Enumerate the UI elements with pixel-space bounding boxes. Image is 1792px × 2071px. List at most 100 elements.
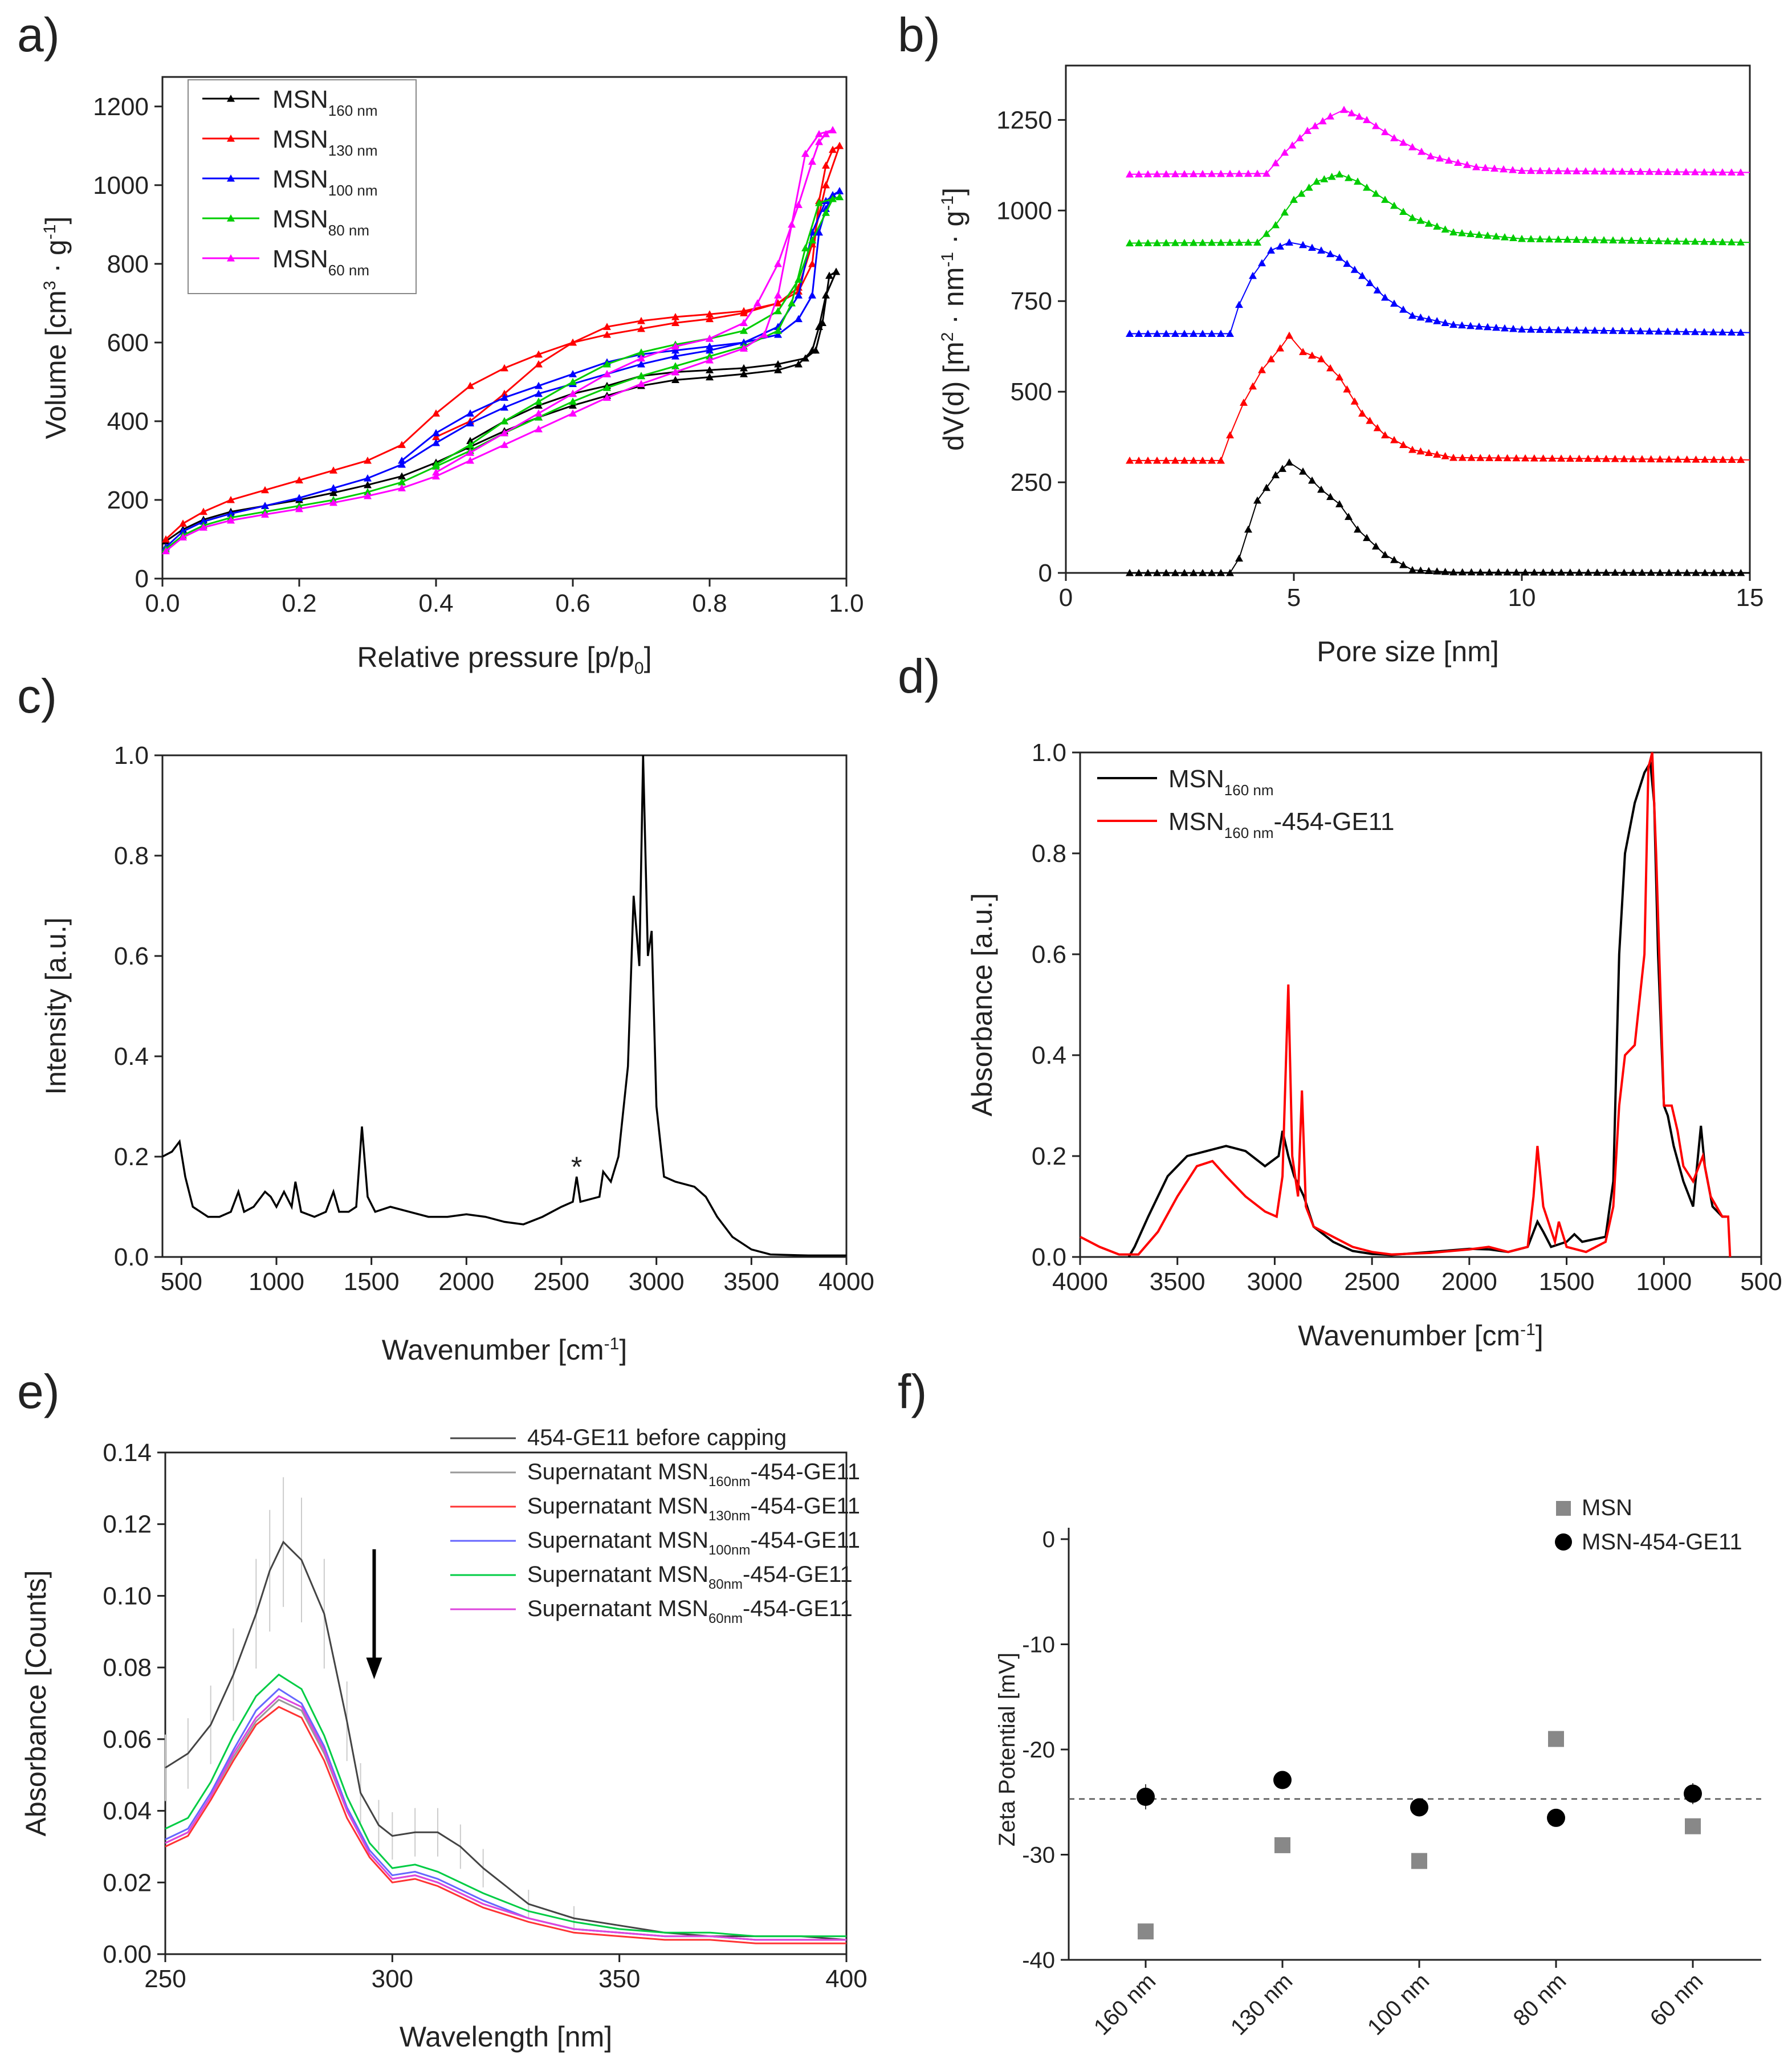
panel-b-y-axis-title-part: · g (938, 211, 970, 252)
panel-e-x-tick-label: 250 (144, 1965, 186, 1993)
data-point (1530, 454, 1538, 462)
data-point (1226, 329, 1234, 337)
msn-454-ge11-marker (1410, 1798, 1428, 1817)
data-point (795, 291, 803, 299)
data-point (1557, 568, 1566, 576)
legend-marker (227, 254, 235, 262)
panel-c-x-axis-title: Wavenumber [cm-1] (382, 1334, 628, 1366)
data-point (1646, 168, 1653, 175)
panel-d-x-tick-label: 3500 (1150, 1268, 1205, 1296)
msn-marker (1411, 1853, 1427, 1869)
legend-suffix: -454-GE11 (1274, 808, 1395, 836)
data-point (1492, 232, 1500, 240)
legend-subscript: 160 nm (1224, 782, 1274, 799)
panel-c-x-tick-label: 1000 (249, 1268, 304, 1296)
data-point (1390, 436, 1398, 444)
data-point (398, 472, 406, 480)
data-point (1299, 348, 1307, 355)
data-point (1272, 471, 1280, 478)
panel-a-x-tick-label: 0.6 (555, 589, 590, 617)
data-point (1591, 167, 1599, 174)
panel-a-x-tick-label: 0.0 (145, 589, 180, 617)
data-point (1501, 324, 1509, 332)
panel-a-x-tick-label: 0.4 (418, 589, 453, 617)
data-point (500, 364, 508, 372)
raman-spectrum-line (162, 755, 846, 1257)
data-point (637, 380, 645, 387)
data-point (1135, 569, 1143, 576)
ftir-spectrum-line (1127, 759, 1726, 1258)
data-point (1276, 344, 1284, 352)
data-point (825, 271, 833, 279)
data-point (1575, 454, 1583, 462)
adsorption-line (165, 196, 840, 550)
data-point (832, 267, 840, 275)
data-point (1317, 355, 1325, 363)
data-point (1521, 568, 1530, 576)
panel-c-x-tick-label: 3000 (629, 1268, 685, 1296)
data-point (1253, 496, 1261, 504)
data-point (1171, 329, 1179, 337)
data-point (1190, 456, 1198, 464)
data-point (1208, 456, 1216, 464)
data-point (1728, 238, 1736, 246)
data-point (1673, 237, 1681, 245)
data-point (1728, 568, 1736, 576)
panel-b-y-axis-title-part: -1 (938, 196, 957, 211)
data-point (1335, 170, 1343, 178)
data-point (466, 437, 474, 445)
data-point (1441, 319, 1449, 326)
data-point (1436, 154, 1444, 162)
panel-d-y-tick-label: 0.0 (1032, 1243, 1066, 1271)
data-point (500, 417, 508, 425)
data-point (822, 209, 830, 216)
data-point (398, 456, 406, 464)
data-point (1665, 455, 1673, 463)
panel-d-y-tick-label: 0.4 (1032, 1041, 1066, 1069)
panel-b-plot-frame (1065, 64, 1751, 574)
data-point (1563, 325, 1571, 333)
data-point (1240, 398, 1248, 406)
data-point (398, 478, 406, 486)
data-point (1476, 454, 1485, 461)
panel-d-x-axis-title-part: ] (1536, 1320, 1543, 1352)
data-point (1249, 382, 1257, 390)
panel-f-zeta: f) 0 -10 -20 -30 -40 160 nm 130 nm 100 nm 80 nm 60… (898, 1365, 1761, 2040)
data-point (1647, 568, 1655, 576)
data-point (1153, 569, 1161, 576)
data-point (1272, 221, 1280, 229)
panel-f-x-tick-label: 60 nm (1646, 1968, 1708, 2031)
data-point (1709, 238, 1717, 245)
data-point (1467, 568, 1476, 576)
data-point (1737, 568, 1745, 576)
data-point (1554, 325, 1562, 333)
data-point (1350, 266, 1359, 273)
data-point (706, 334, 714, 342)
data-point (1297, 189, 1306, 197)
data-point (671, 313, 679, 320)
data-point (500, 393, 508, 401)
panel-f-label: f) (898, 1365, 927, 1418)
data-point (1591, 326, 1599, 334)
panel-f-y-axis-title: Zeta Potential [mV] (995, 1653, 1020, 1846)
data-point (1718, 455, 1727, 463)
data-point (740, 319, 748, 326)
data-point (815, 137, 823, 145)
data-point (1484, 323, 1492, 331)
data-point (1527, 166, 1535, 174)
panel-c-y-tick-label: 0.6 (114, 942, 149, 970)
data-point (1258, 366, 1266, 373)
data-point (199, 517, 207, 525)
msn-marker (1274, 1837, 1290, 1853)
data-point (754, 299, 761, 307)
panel-a-x-axis-title-part: 0 (634, 659, 644, 678)
data-point (1244, 238, 1252, 246)
panel-d-y-axis-title: Absorbance [a.u.] (966, 893, 998, 1117)
data-point (671, 352, 679, 360)
data-point (1484, 231, 1492, 239)
data-point (1485, 454, 1494, 461)
panel-c-x-tick-label: 4000 (818, 1268, 874, 1296)
data-point (432, 429, 440, 437)
legend-entry: 454-GE11 before capping (527, 1425, 787, 1450)
data-point (1390, 556, 1398, 563)
